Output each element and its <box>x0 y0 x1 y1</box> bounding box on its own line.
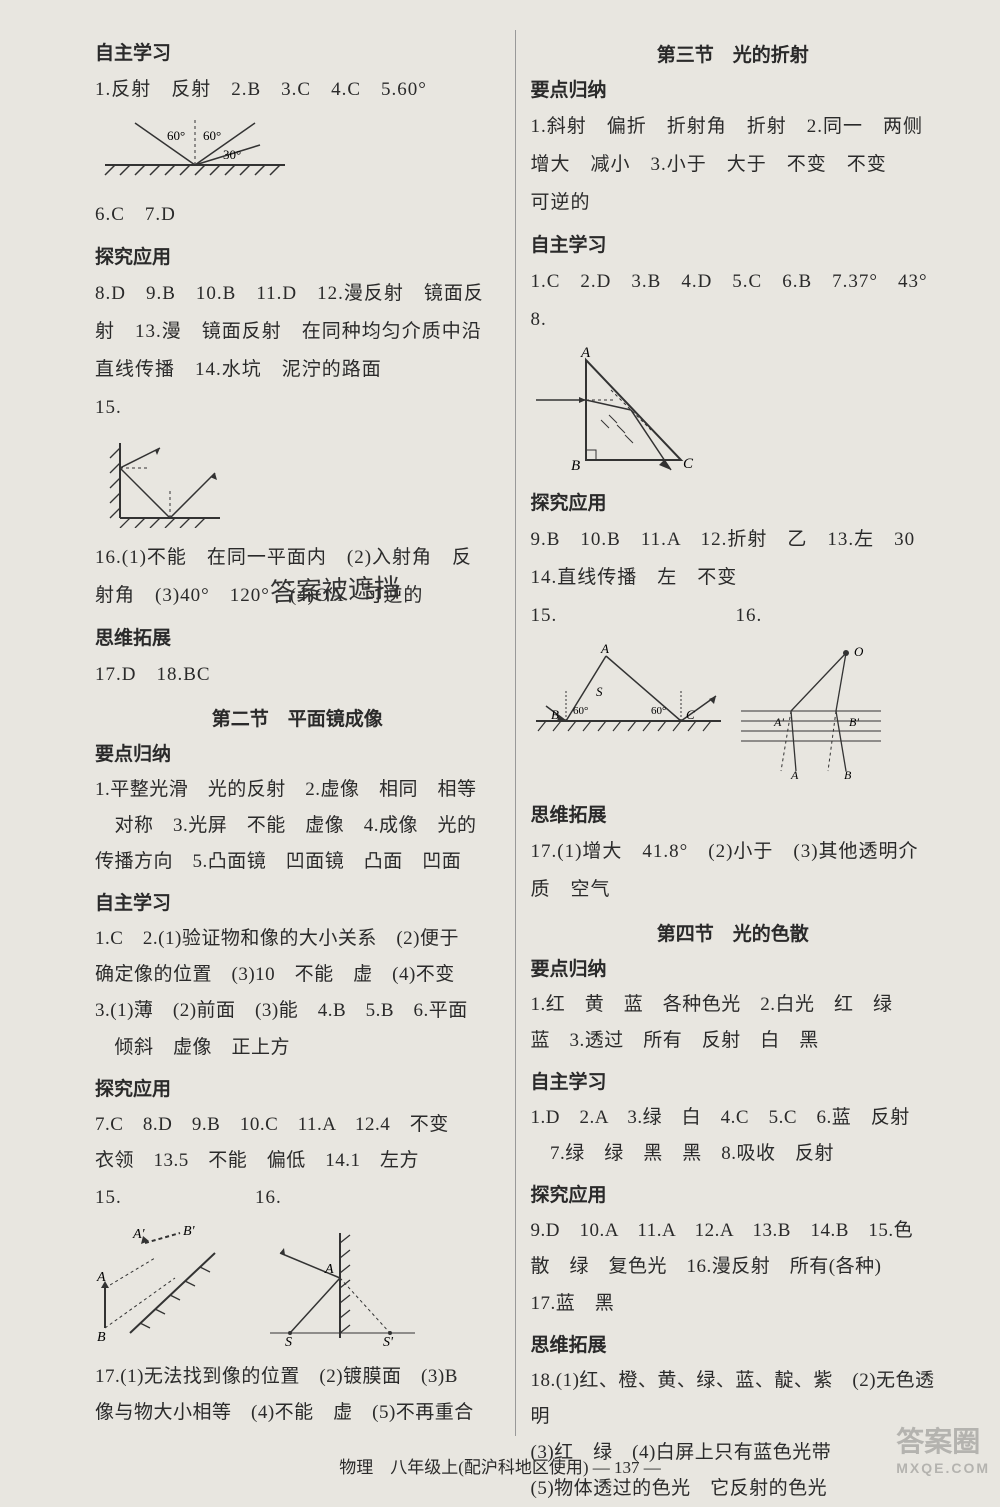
right-column: 第三节 光的折射 要点归纳 1.斜射 偏折 折射角 折射 2.同一 两侧 增大 … <box>516 30 951 1436</box>
page-footer: 物理 八年级上(配沪科地区使用) — 137 — <box>0 1453 1000 1478</box>
section-title: 要点归纳 <box>531 75 936 102</box>
answer-line: 可逆的 <box>531 184 936 222</box>
svg-text:B: B <box>571 458 580 474</box>
answer-line: 质 空气 <box>531 871 936 909</box>
diagram-mirror-16: S S' A <box>255 1223 425 1353</box>
diagram-reflection: 60° 60° 30° <box>95 115 500 190</box>
svg-text:B': B' <box>183 1224 196 1239</box>
answer-line: 散 绿 复色光 16.漫反射 所有(各种) <box>531 1249 936 1285</box>
section-title: 自主学习 <box>531 230 936 257</box>
answer-line: 1.C 2.D 3.B 4.D 5.C 6.B 7.37° 43° <box>531 263 936 301</box>
answer-line: 直线传播 14.水坑 泥泞的路面 <box>95 351 500 389</box>
section-title: 探究应用 <box>95 1074 500 1101</box>
angle-label: 60° <box>167 128 185 143</box>
answer-line: 9.D 10.A 11.A 12.A 13.B 14.B 15.色 <box>531 1213 936 1249</box>
answer-line: 16. <box>255 1187 282 1208</box>
svg-text:B: B <box>551 707 559 722</box>
section-title: 探究应用 <box>531 1180 936 1207</box>
answer-line: 1.斜射 偏折 折射角 折射 2.同一 两侧 <box>531 108 936 146</box>
svg-text:C: C <box>686 707 695 722</box>
answer-line: 倾斜 虚像 正上方 <box>95 1030 500 1066</box>
answer-line: 增大 减小 3.小于 大于 不变 不变 <box>531 146 936 184</box>
answer-line: 1.D 2.A 3.绿 白 4.C 5.C 6.蓝 反射 <box>531 1100 936 1136</box>
svg-text:A: A <box>96 1270 106 1285</box>
answer-line: 1.C 2.(1)验证物和像的大小关系 (2)便于 <box>95 921 500 957</box>
answer-line: 17.(1)无法找到像的位置 (2)镀膜面 (3)B <box>95 1359 500 1395</box>
svg-text:B: B <box>844 768 852 781</box>
diagram-refract-15: A B C S 60° 60° <box>531 641 726 746</box>
svg-text:B': B' <box>849 715 859 729</box>
diagram-mirror-15: A B A' B' <box>95 1223 235 1348</box>
answer-line: 3.(1)薄 (2)前面 (3)能 4.B 5.B 6.平面 <box>95 993 500 1029</box>
answer-line: 16. <box>736 605 763 626</box>
section-title: 思维拓展 <box>531 1330 936 1357</box>
svg-text:S: S <box>596 684 603 699</box>
answer-line: 8. <box>531 301 936 339</box>
svg-text:A': A' <box>132 1227 146 1242</box>
section-title: 自主学习 <box>531 1067 936 1094</box>
answer-line: 17.D 18.BC <box>95 656 500 694</box>
stamp-overlay: 答案被遮挡 <box>269 568 400 610</box>
answer-line: 对称 3.光屏 不能 虚像 4.成像 光的 <box>95 808 500 844</box>
section-header: 第二节 平面镜成像 <box>95 704 500 731</box>
answer-line: 1.反射 反射 2.B 3.C 4.C 5.60° <box>95 71 500 109</box>
angle-label: 60° <box>203 128 221 143</box>
section-title: 思维拓展 <box>531 800 936 827</box>
section-header: 第四节 光的色散 <box>531 919 936 946</box>
answer-line: 18.(1)红、橙、黄、绿、蓝、靛、紫 (2)无色透明 <box>531 1363 936 1435</box>
watermark-text: 答案圈 <box>896 1426 980 1457</box>
answer-line: 17.蓝 黑 <box>531 1286 936 1322</box>
answer-line: 7.C 8.D 9.B 10.C 11.A 12.4 不变 <box>95 1107 500 1143</box>
svg-text:B: B <box>97 1330 106 1343</box>
section-title: 自主学习 <box>95 38 500 65</box>
answer-line: 15. <box>95 389 500 427</box>
answer-line: 15. <box>95 1187 122 1208</box>
answer-line: 衣领 13.5 不能 偏低 14.1 左方 <box>95 1143 500 1179</box>
svg-text:A: A <box>790 768 799 781</box>
svg-text:S: S <box>285 1335 292 1348</box>
svg-text:O: O <box>854 644 864 659</box>
section-title: 探究应用 <box>531 488 936 515</box>
answer-line: 1.平整光滑 光的反射 2.虚像 相同 相等 <box>95 772 500 808</box>
answer-line: 6.C 7.D <box>95 196 500 234</box>
svg-text:C: C <box>683 456 694 472</box>
watermark-url: MXQE.COM <box>896 1460 990 1476</box>
diagram-prism: A B C <box>531 345 936 480</box>
section-title: 自主学习 <box>95 888 500 915</box>
page: 自主学习 1.反射 反射 2.B 3.C 4.C 5.60° 60° <box>0 0 1000 1496</box>
answer-line: 射 13.漫 镜面反射 在同种均匀介质中沿 <box>95 313 500 351</box>
svg-text:A: A <box>324 1262 334 1277</box>
svg-text:S': S' <box>383 1335 394 1348</box>
answer-line: 15. <box>531 605 558 626</box>
svg-text:A: A <box>600 641 609 656</box>
answer-line: 像与物大小相等 (4)不能 虚 (5)不再重合 <box>95 1395 500 1431</box>
diagram-mirror-L <box>95 433 500 533</box>
svg-text:60°: 60° <box>651 705 666 717</box>
answer-line: 7.绿 绿 黑 黑 8.吸收 反射 <box>531 1136 936 1172</box>
left-column: 自主学习 1.反射 反射 2.B 3.C 4.C 5.60° 60° <box>80 30 516 1436</box>
section-header: 第三节 光的折射 <box>531 40 936 67</box>
section-title: 要点归纳 <box>531 954 936 981</box>
answer-line: 9.B 10.B 11.A 12.折射 乙 13.左 30 <box>531 521 936 559</box>
svg-text:60°: 60° <box>573 705 588 717</box>
answer-line: 1.红 黄 蓝 各种色光 2.白光 红 绿 <box>531 987 936 1023</box>
diagram-refract-16: O A' B' A B <box>736 641 886 786</box>
svg-text:A: A <box>580 345 591 361</box>
watermark: 答案圈 MXQE.COM <box>896 1420 990 1476</box>
answer-line: 传播方向 5.凸面镜 凹面镜 凸面 凹面 <box>95 844 500 880</box>
answer-line: 确定像的位置 (3)10 不能 虚 (4)不变 <box>95 957 500 993</box>
section-title: 思维拓展 <box>95 623 500 650</box>
answer-line: 14.直线传播 左 不变 <box>531 559 936 597</box>
section-title: 探究应用 <box>95 242 500 269</box>
svg-text:A': A' <box>773 715 784 729</box>
answer-line: 蓝 3.透过 所有 反射 白 黑 <box>531 1023 936 1059</box>
angle-label: 30° <box>223 147 241 162</box>
answer-line: 17.(1)增大 41.8° (2)小于 (3)其他透明介 <box>531 833 936 871</box>
answer-line: 8.D 9.B 10.B 11.D 12.漫反射 镜面反 <box>95 275 500 313</box>
section-title: 要点归纳 <box>95 739 500 766</box>
